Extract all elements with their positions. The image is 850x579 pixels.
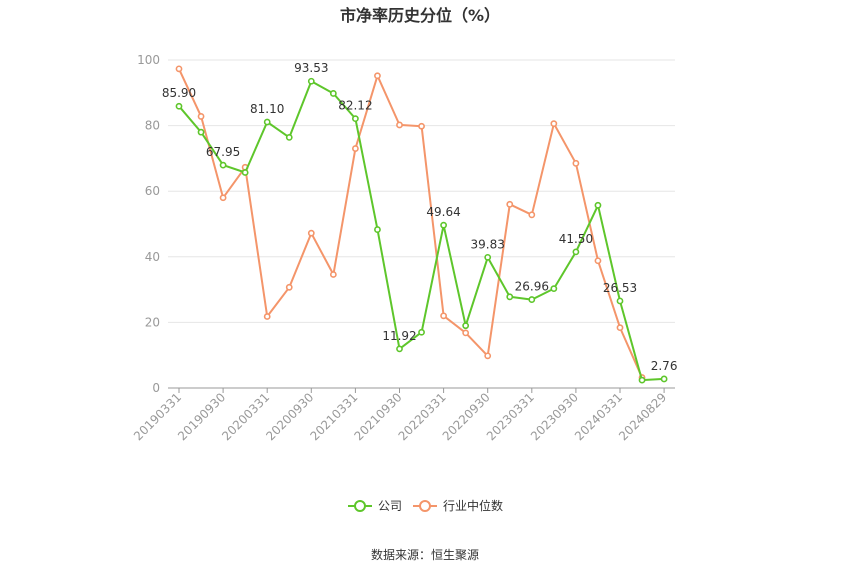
legend-marker [354,500,366,512]
data-point [285,134,293,141]
grid-lines [168,59,675,323]
data-point [594,257,602,265]
series-group [175,65,646,381]
data-point [396,121,403,129]
data-point [263,118,271,126]
data-label: 81.10 [250,102,284,116]
data-point [374,226,381,233]
data-point [418,328,425,336]
data-point [307,77,315,85]
legend-label: 行业中位数 [443,498,503,513]
data-label: 82.12 [338,99,372,113]
data-point [285,283,293,291]
data-point [351,115,359,123]
data-label: 26.96 [515,280,549,294]
legend-marker [419,500,431,512]
series-group [175,77,668,384]
y-tick-label: 80 [145,119,160,133]
legend-label: 公司 [378,499,402,513]
data-point [616,297,624,305]
y-tick-label: 40 [145,250,160,264]
data-point [484,352,492,360]
source-note: 数据来源：恒生聚源 [371,547,479,562]
data-point [175,102,183,110]
data-label: 41.50 [559,232,593,246]
data-point [351,145,359,152]
x-tick-label: 20240829 [616,390,669,443]
data-point [241,169,249,176]
legend-item: 行业中位数 [413,498,503,513]
series-lines [175,65,668,384]
data-point [660,375,668,383]
series-line [178,68,643,378]
data-point [440,312,447,320]
data-point [550,285,558,293]
data-point [219,194,227,202]
data-point [528,296,536,303]
data-label: 93.53 [294,61,328,75]
data-point [219,161,227,169]
data-point [263,313,271,320]
data-point [506,200,514,208]
data-label: 26.53 [603,281,637,295]
legend-item: 公司 [348,499,402,513]
data-point [638,376,646,384]
data-point [396,345,403,353]
data-point [616,324,624,332]
data-point [594,201,602,209]
data-point [374,72,381,80]
data-label: 39.83 [471,237,505,251]
data-point [175,65,183,73]
axes: 0204060801002019033120190930202003312020… [131,53,675,443]
y-tick-label: 20 [145,315,160,329]
data-point [506,293,514,301]
data-point [197,128,205,136]
data-point [197,113,205,120]
data-point [440,221,447,229]
data-point [329,90,337,97]
data-point [462,322,470,330]
data-point [329,271,337,278]
data-point [418,122,425,130]
legend: 公司 行业中位数 [348,498,503,513]
data-label: 11.92 [382,329,416,343]
data-point [528,211,536,219]
data-point [462,329,470,337]
chart-title: 市净率历史分位（%） [340,6,500,25]
data-label: 67.95 [206,145,240,159]
data-label: 2.76 [651,359,678,373]
data-labels: 85.90 67.95 81.10 93.53 82.12 11.92 49.64 39.83… [162,61,678,373]
y-tick-label: 100 [137,53,160,67]
data-point [550,120,558,128]
y-tick-label: 60 [145,184,160,198]
data-point [572,159,580,167]
data-label: 85.90 [162,86,196,100]
data-label: 49.64 [426,205,460,219]
data-point [484,253,492,261]
data-point [572,248,580,256]
data-point [307,229,315,237]
y-tick-label: 0 [152,381,160,395]
